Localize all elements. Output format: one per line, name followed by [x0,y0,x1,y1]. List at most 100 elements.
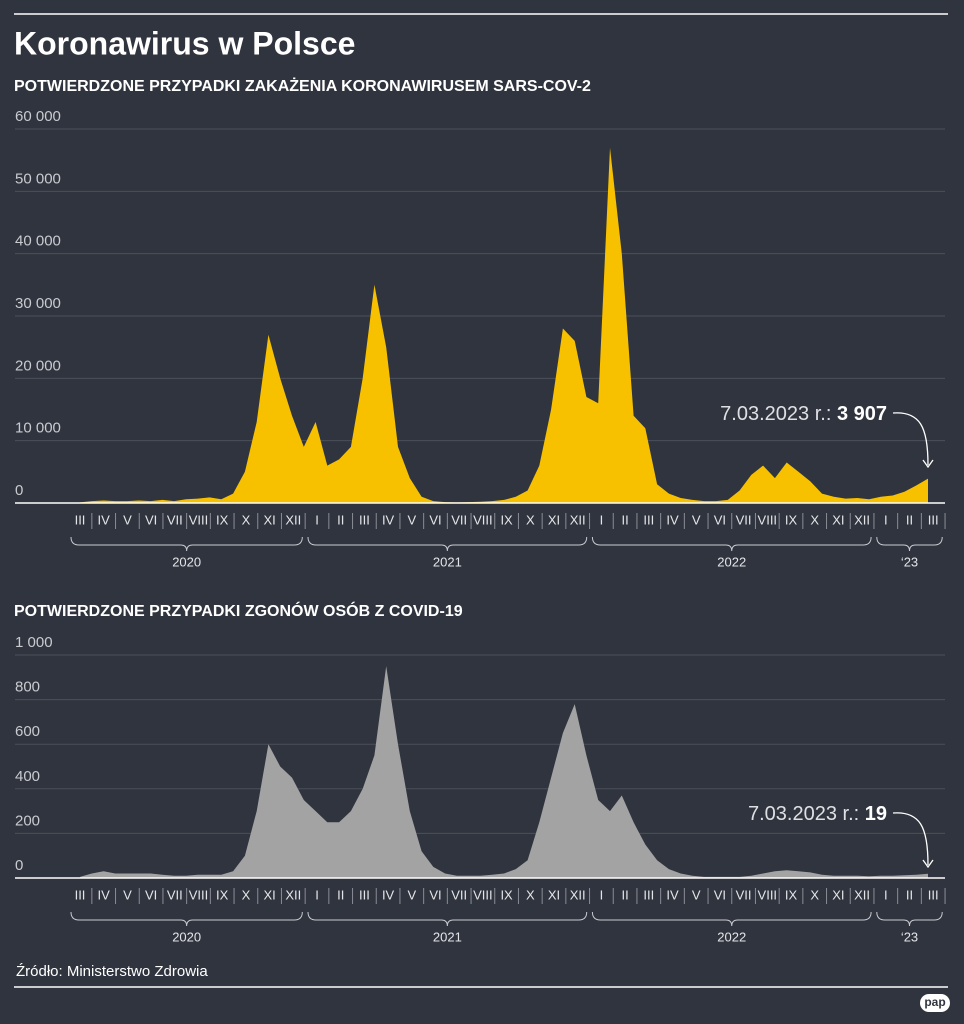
x-tick-label: II [906,512,913,527]
x-tick-label: VI [429,887,441,902]
x-tick-label: IX [216,887,229,902]
y-tick-label: 20 000 [15,357,61,374]
title: Koronawirus w Polsce [14,25,355,61]
x-tick-label: X [810,887,819,902]
arrow-head [922,859,934,869]
x-tick-label: XII [570,512,586,527]
x-tick-label: III [928,512,939,527]
x-tick-label: VI [714,887,726,902]
year-brace [876,536,943,552]
x-tick-label: XI [548,512,560,527]
x-tick-label: III [928,887,939,902]
x-tick-label: XI [832,512,844,527]
x-tick-label: XI [263,512,275,527]
x-tick-label: VI [429,512,441,527]
x-tick-label: II [906,887,913,902]
x-tick-label: VIII [473,887,493,902]
x-tick-label: IV [666,887,679,902]
x-tick-label: V [407,512,416,527]
year-label: 2022 [717,554,746,569]
x-tick-label: IX [785,887,798,902]
year-label: 2021 [433,554,462,569]
x-tick-label: VII [451,512,467,527]
x-tick-label: VIII [758,887,778,902]
x-tick-label: X [242,887,251,902]
x-tick-label: III [643,512,654,527]
x-tick-label: III [75,887,86,902]
x-tick-label: XI [263,887,275,902]
year-brace [591,536,872,552]
x-tick-label: I [315,887,319,902]
x-tick-label: V [692,512,701,527]
x-tick-label: IV [382,512,395,527]
year-label: 2021 [433,929,462,944]
x-tick-label: XII [854,887,870,902]
x-tick-label: XII [285,887,301,902]
x-tick-label: VII [167,512,183,527]
x-tick-label: VII [451,887,467,902]
x-tick-label: I [600,512,604,527]
x-tick-label: II [337,887,344,902]
y-tick-label: 0 [15,482,23,499]
x-tick-label: V [692,887,701,902]
x-tick-label: VIII [473,512,493,527]
y-tick-label: 200 [15,812,40,829]
arrow-head [922,459,934,469]
x-tick-label: X [526,512,535,527]
year-brace [876,911,943,927]
annotation-value: 19 [865,803,887,825]
y-tick-label: 60 000 [15,108,61,125]
annotation-arrow [892,812,929,866]
year-label: ‘23 [901,929,918,944]
area [80,147,928,503]
year-brace [70,911,303,927]
x-tick-label: II [621,887,628,902]
year-brace [307,536,588,552]
y-tick-label: 0 [15,857,23,874]
annotation: 7.03.2023 r.: 3 907 [720,403,887,425]
x-tick-label: III [359,887,370,902]
chart-subtitle: POTWIERDZONE PRZYPADKI ZGONÓW OSÓB Z COV… [14,601,463,620]
x-tick-label: I [884,512,888,527]
x-tick-label: VI [145,887,157,902]
x-tick-label: VII [167,887,183,902]
x-tick-label: IX [500,887,513,902]
x-tick-label: V [407,887,416,902]
x-tick-label: VI [145,512,157,527]
chart-subtitle: POTWIERDZONE PRZYPADKI ZAKAŻENIA KORONAW… [14,77,591,95]
x-tick-label: III [359,512,370,527]
x-tick-label: V [123,512,132,527]
x-tick-label: IV [382,887,395,902]
annotation: 7.03.2023 r.: 19 [748,803,887,825]
y-tick-label: 800 [15,679,40,696]
logo-badge [920,994,950,1012]
y-tick-label: 400 [15,768,40,785]
x-tick-label: V [123,887,132,902]
x-tick-label: VIII [189,887,209,902]
x-tick-label: VII [736,512,752,527]
year-brace [591,911,872,927]
x-tick-label: IX [216,512,229,527]
x-tick-label: XII [854,512,870,527]
area [80,666,928,878]
x-tick-label: X [242,512,251,527]
y-tick-label: 40 000 [15,233,61,250]
y-tick-label: 30 000 [15,295,61,312]
logo: pap [924,995,945,1009]
year-brace [70,536,303,552]
y-tick-label: 600 [15,723,40,740]
x-tick-label: IV [98,887,111,902]
year-brace [307,911,588,927]
x-tick-label: VIII [758,512,778,527]
x-tick-label: VI [714,512,726,527]
x-tick-label: IV [98,512,111,527]
year-label: 2020 [172,554,201,569]
x-tick-label: XI [832,887,844,902]
x-tick-label: III [75,512,86,527]
x-tick-label: VIII [189,512,209,527]
y-tick-label: 1 000 [15,634,53,651]
y-tick-label: 10 000 [15,420,61,437]
x-tick-label: II [621,512,628,527]
annotation-value: 3 907 [837,403,887,425]
